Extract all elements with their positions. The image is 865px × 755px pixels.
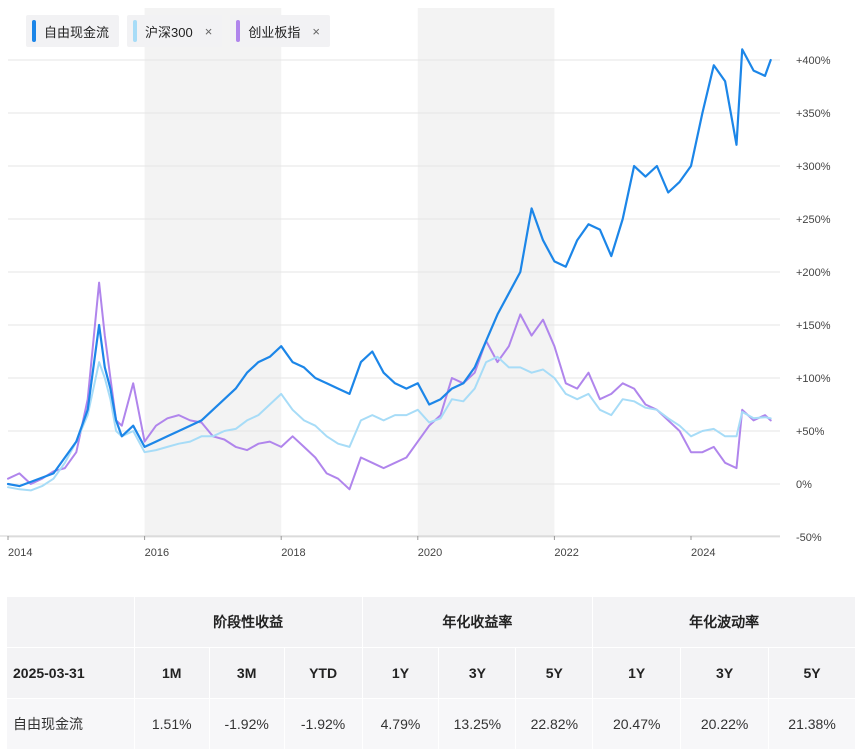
series-line-chinext	[7, 281, 772, 491]
x-tick-label: 2016	[145, 547, 169, 559]
close-icon[interactable]: ×	[312, 23, 320, 39]
subheader-cell: 5Y	[515, 647, 594, 699]
subheader-cell: 3M	[208, 647, 285, 699]
table-cell: -1.92%	[208, 698, 285, 750]
y-tick-label: +100%	[796, 373, 831, 385]
x-tick-label: 2014	[8, 547, 32, 559]
y-tick-label: -50%	[796, 532, 822, 544]
line-chart: +400% +350% +300% +250% +200% +150% +100% +50% 0…	[0, 8, 831, 559]
subheader-cell: 3Y	[438, 647, 517, 699]
group-header-annual-return: 年化收益率	[361, 596, 594, 648]
table-group-header-row: 阶段性收益 年化收益率 年化波动率	[6, 596, 856, 648]
subheader-cell: YTD	[283, 647, 363, 699]
legend-label: 自由现金流	[44, 24, 110, 40]
table-cell: 21.38%	[768, 698, 856, 750]
x-tick-label: 2024	[691, 547, 715, 559]
table-cell: 1.51%	[133, 698, 210, 750]
subheader-cell: 5Y	[768, 647, 856, 699]
legend-label: 创业板指	[248, 24, 301, 40]
table-cell: 13.25%	[438, 698, 517, 750]
subheader-cell: 1Y	[592, 647, 682, 699]
table-cell: -1.92%	[283, 698, 363, 750]
table-corner	[6, 596, 135, 648]
y-tick-label: +50%	[796, 426, 825, 438]
table-subheader-row: 2025-03-31 1M 3M YTD 1Y 3Y 5Y 1Y 3Y 5Y	[6, 647, 856, 699]
table-cell: 20.22%	[680, 698, 770, 750]
subheader-cell: 1M	[133, 647, 210, 699]
returns-table: 阶段性收益 年化收益率 年化波动率 2025-03-31 1M 3M YTD 1…	[6, 596, 856, 750]
table-date: 2025-03-31	[6, 647, 135, 699]
series-line-hs300	[7, 355, 772, 492]
close-icon[interactable]: ×	[204, 23, 213, 39]
legend-item-fcf[interactable]: 自由现金流	[26, 15, 120, 47]
x-tick-label: 2022	[554, 547, 578, 559]
y-tick-label: +300%	[796, 161, 831, 173]
legend-swatch	[32, 20, 36, 42]
y-tick-label: 0%	[796, 479, 812, 491]
y-tick-label: +200%	[796, 267, 831, 279]
series-line-fcf	[6, 48, 772, 488]
y-tick-label: +400%	[796, 55, 831, 67]
subheader-cell: 1Y	[361, 647, 440, 699]
chart-area: +400% +350% +300% +250% +200% +150% +100% +50% 0…	[0, 8, 831, 559]
legend-item-hs300[interactable]: 沪深300 ×	[127, 15, 223, 47]
table-cell: 4.79%	[361, 698, 440, 750]
legend-swatch	[133, 20, 138, 42]
legend-swatch	[236, 20, 241, 42]
legend-label: 沪深300	[145, 24, 193, 40]
y-tick-label: +350%	[796, 108, 831, 120]
table-cell: 22.82%	[515, 698, 594, 750]
y-tick-label: +250%	[796, 214, 831, 226]
group-header-annual-vol: 年化波动率	[592, 596, 856, 648]
subheader-cell: 3Y	[680, 647, 770, 699]
legend-item-chinext[interactable]: 创业板指 ×	[230, 15, 330, 47]
x-tick-label: 2018	[281, 547, 305, 559]
row-name: 自由现金流	[6, 698, 135, 750]
x-tick-label: 2020	[418, 547, 442, 559]
legend: 自由现金流 沪深300 × 创业板指 ×	[26, 15, 330, 47]
group-header-period: 阶段性收益	[133, 596, 363, 648]
y-tick-label: +150%	[796, 320, 831, 332]
table-cell: 20.47%	[592, 698, 682, 750]
table-row: 自由现金流 1.51% -1.92% -1.92% 4.79% 13.25% 2…	[6, 698, 856, 750]
